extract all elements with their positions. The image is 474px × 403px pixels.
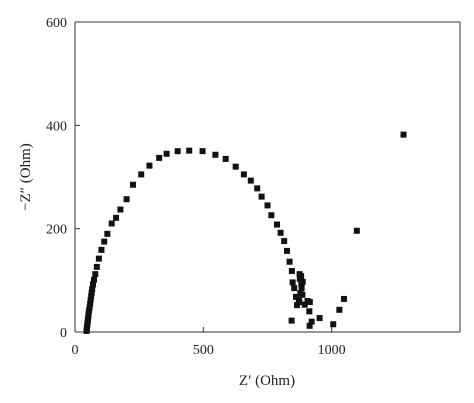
data-point (113, 214, 120, 221)
data-point (292, 293, 299, 300)
data-point (199, 148, 206, 155)
data-point (117, 206, 124, 213)
data-point (258, 193, 265, 200)
data-point (92, 271, 99, 278)
y-tick-label: 600 (46, 16, 67, 31)
data-point (353, 227, 360, 234)
data-point (284, 247, 291, 254)
data-point (273, 221, 280, 228)
y-tick-label: 400 (46, 119, 67, 134)
data-point (289, 279, 296, 286)
data-point (95, 255, 102, 262)
x-tick-label: 0 (72, 343, 79, 358)
data-point (264, 202, 271, 209)
data-point (336, 306, 343, 313)
data-point (281, 238, 288, 245)
data-point (400, 131, 407, 138)
data-point (268, 212, 275, 219)
data-point (286, 258, 293, 265)
data-point (186, 147, 193, 154)
data-point (277, 229, 284, 236)
data-point (174, 148, 181, 155)
data-point (85, 310, 92, 317)
data-point (101, 238, 108, 245)
data-point (306, 308, 313, 315)
data-point (130, 181, 137, 188)
data-point (288, 268, 295, 275)
y-tick-label: 0 (60, 326, 67, 341)
data-point (296, 299, 303, 306)
data-point (90, 276, 97, 283)
data-point (306, 322, 313, 329)
y-axis-ticks: 0 200 400 600 (46, 16, 80, 341)
data-point (247, 177, 254, 184)
data-point (98, 246, 105, 253)
x-axis-title: Z′ (Ohm) (239, 373, 295, 389)
data-point (301, 301, 308, 308)
data-point (288, 317, 295, 324)
data-point (86, 304, 93, 311)
data-points (83, 131, 407, 334)
data-point (291, 285, 298, 292)
data-point (88, 293, 95, 300)
data-point (298, 285, 305, 292)
data-point (232, 163, 239, 170)
data-point (138, 171, 145, 178)
data-point (299, 291, 306, 298)
data-point (330, 321, 337, 328)
data-point (146, 162, 153, 169)
data-point (87, 300, 94, 307)
data-point (89, 281, 96, 288)
data-point (163, 150, 170, 157)
x-tick-label: 1000 (318, 343, 346, 358)
data-point (104, 230, 111, 237)
plot-frame (74, 21, 461, 333)
data-point (254, 185, 261, 192)
data-point (86, 307, 93, 314)
data-point (93, 263, 100, 270)
data-point (87, 296, 94, 303)
data-point (296, 271, 303, 278)
data-point (298, 281, 305, 288)
y-axis-title: −Z″ (Ohm) (18, 143, 34, 211)
data-point (294, 302, 301, 309)
data-point (89, 286, 96, 293)
data-point (222, 155, 229, 162)
data-point (123, 196, 130, 203)
data-point (212, 151, 219, 158)
data-point (308, 318, 315, 325)
y-tick-label: 200 (46, 223, 67, 238)
data-point (240, 171, 247, 178)
data-point (306, 299, 313, 306)
x-tick-label: 500 (193, 343, 214, 358)
data-point (108, 220, 115, 227)
data-point (156, 154, 163, 161)
x-axis-ticks: 0 500 1000 (72, 327, 346, 358)
data-point (340, 295, 347, 302)
data-point (88, 289, 95, 296)
data-point (316, 315, 323, 322)
